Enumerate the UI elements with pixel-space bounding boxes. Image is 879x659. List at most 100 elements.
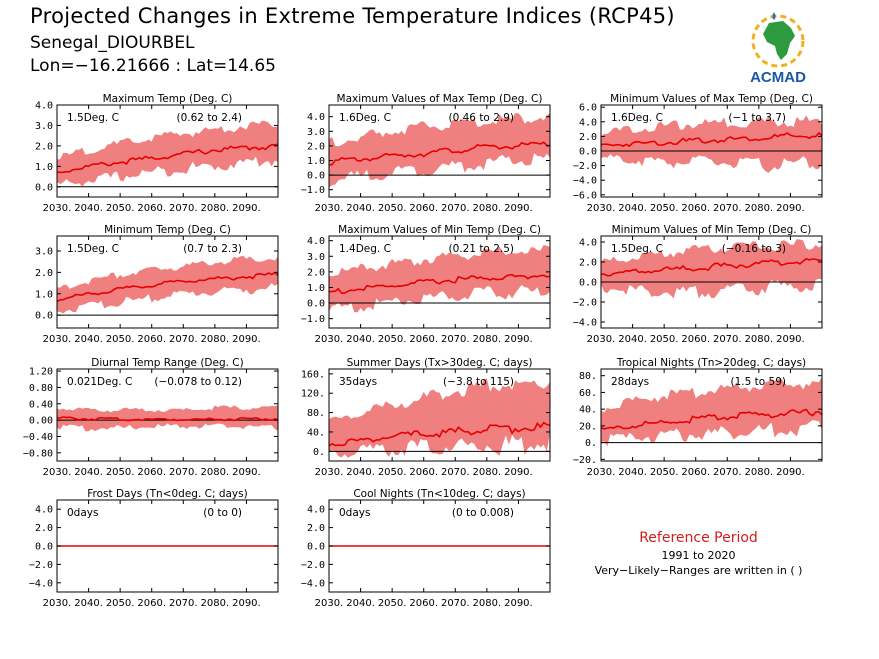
median-change-label: 35days xyxy=(339,376,377,388)
x-tick-label: 2050. xyxy=(106,598,135,609)
reference-period-years: 1991 to 2020 xyxy=(661,549,736,562)
x-tick-label: 2080. xyxy=(473,467,502,478)
x-tick-label: 2030. xyxy=(315,334,344,345)
x-tick-label: 2050. xyxy=(106,203,135,214)
x-tick-label: 2030. xyxy=(43,598,72,609)
station-coordinates: Lon=−16.21666 : Lat=14.65 xyxy=(30,56,276,76)
x-tick-label: 2070. xyxy=(713,467,742,478)
x-tick-label: 2070. xyxy=(441,334,470,345)
y-tick-label: 3.0 xyxy=(307,252,325,263)
chart-title: Minimum Values of Max Temp (Deg. C) xyxy=(610,93,813,105)
y-tick-label: 20. xyxy=(579,421,597,432)
x-tick-label: 2070. xyxy=(169,467,198,478)
likely-range-label: (1.5 to 59) xyxy=(731,376,786,388)
chart-panel: 4.0 3.0 2.0 1.0 0.0 2030. 2040. 2050. 2060. 2070.… xyxy=(35,93,279,214)
likely-range-band xyxy=(601,376,822,447)
y-tick-label: 2.0 xyxy=(35,268,53,279)
likely-range-label: (0 to 0) xyxy=(203,507,242,519)
y-tick-label: 4.0 xyxy=(579,238,597,249)
chart-panel: 1.20 0.80 0.40 0.00 −0.40 −0.80 2030. 2040. 2050… xyxy=(23,357,279,478)
x-tick-label: 2030. xyxy=(587,467,616,478)
likely-range-label: (−0.078 to 0.12) xyxy=(154,376,242,388)
x-tick-label: 2070. xyxy=(713,334,742,345)
y-tick-label: 0.0 xyxy=(35,182,53,193)
plot-frame xyxy=(328,235,551,329)
y-tick-label: 1.0 xyxy=(35,162,53,173)
y-tick-label: 80. xyxy=(579,371,597,382)
x-tick-label: 2030. xyxy=(43,467,72,478)
y-tick-label: 3.0 xyxy=(35,246,53,257)
likely-range-band xyxy=(57,255,278,314)
y-tick-label: 2.0 xyxy=(35,523,53,534)
acmad-logo: ACMAD xyxy=(750,12,806,86)
x-tick-label: 2030. xyxy=(587,334,616,345)
y-tick-label: −1.0 xyxy=(301,185,325,196)
median-change-label: 0days xyxy=(339,507,370,519)
y-tick-label: 4.0 xyxy=(35,505,53,516)
y-tick-label: 80. xyxy=(307,408,325,419)
chart-title: Summer Days (Tx>30deg. C; days) xyxy=(347,357,533,369)
x-tick-label: 2040. xyxy=(346,334,375,345)
x-tick-label: 2060. xyxy=(681,334,710,345)
y-tick-label: 1.0 xyxy=(307,283,325,294)
likely-range-label: (0.7 to 2.3) xyxy=(183,243,242,255)
y-tick-label: 1.0 xyxy=(35,289,53,300)
reference-period-note: Very−Likely−Ranges are written in ( ) xyxy=(594,564,803,577)
x-tick-label: 2040. xyxy=(346,203,375,214)
y-tick-label: 0. xyxy=(313,447,325,458)
station-name: Senegal_DIOURBEL xyxy=(30,33,195,53)
y-tick-label: −4.0 xyxy=(29,578,53,589)
x-tick-label: 2030. xyxy=(315,467,344,478)
x-tick-label: 2060. xyxy=(409,598,438,609)
likely-range-band xyxy=(601,239,822,299)
median-series-line xyxy=(56,143,279,174)
x-tick-label: 2080. xyxy=(745,203,774,214)
x-tick-label: 2030. xyxy=(43,203,72,214)
x-tick-label: 2040. xyxy=(618,467,647,478)
x-tick-label: 2040. xyxy=(618,334,647,345)
median-change-label: 1.5Deg. C xyxy=(611,243,663,255)
x-tick-label: 2070. xyxy=(169,598,198,609)
x-tick-label: 2040. xyxy=(74,467,103,478)
reference-period-legend: Reference Period 1991 to 2020 Very−Likel… xyxy=(586,530,811,577)
chart-panel: 4.0 2.0 0.0 −2.0 −4.0 2030. 2040. 2050. 2060. 207… xyxy=(573,224,823,345)
x-tick-label: 2060. xyxy=(409,203,438,214)
x-tick-label: 2050. xyxy=(650,334,679,345)
median-change-label: 0.021Deg. C xyxy=(67,376,132,388)
median-series-line xyxy=(328,141,551,166)
y-tick-label: 3.0 xyxy=(307,127,325,138)
y-tick-label: 2.0 xyxy=(579,132,597,143)
x-tick-label: 2090. xyxy=(776,467,805,478)
median-series-line xyxy=(600,257,823,277)
y-tick-label: 0.0 xyxy=(307,542,325,553)
x-tick-label: 2080. xyxy=(201,467,230,478)
x-tick-label: 2080. xyxy=(745,334,774,345)
x-tick-label: 2040. xyxy=(74,203,103,214)
x-tick-label: 2090. xyxy=(776,203,805,214)
chart-panel: 4.0 2.0 0.0 −2.0 −4.0 2030. 2040. 2050. 2060. 207… xyxy=(301,488,551,609)
x-tick-label: 2050. xyxy=(650,467,679,478)
x-tick-label: 2090. xyxy=(232,334,261,345)
y-tick-label: 1.0 xyxy=(307,156,325,167)
x-tick-label: 2040. xyxy=(618,203,647,214)
x-tick-label: 2080. xyxy=(201,203,230,214)
y-tick-label: 4.0 xyxy=(579,117,597,128)
chart-panel: 80.60.40.20.0.−20.2030. 2040. 2050. 2060. 20… xyxy=(573,357,823,478)
likely-range-label: (−0.16 to 3) xyxy=(722,243,786,255)
likely-range-label: (0.62 to 2.4) xyxy=(177,112,243,124)
x-tick-label: 2070. xyxy=(169,334,198,345)
x-tick-label: 2060. xyxy=(681,203,710,214)
likely-range-band xyxy=(329,244,550,313)
x-tick-label: 2050. xyxy=(378,334,407,345)
likely-range-band xyxy=(57,405,278,432)
likely-range-band xyxy=(57,120,278,187)
x-tick-label: 2080. xyxy=(201,598,230,609)
y-tick-label: 40. xyxy=(579,405,597,416)
median-series-line xyxy=(56,271,279,303)
x-tick-label: 2080. xyxy=(201,334,230,345)
x-tick-label: 2050. xyxy=(378,203,407,214)
y-tick-label: 40. xyxy=(307,427,325,438)
x-tick-label: 2050. xyxy=(378,598,407,609)
x-tick-label: 2090. xyxy=(776,334,805,345)
